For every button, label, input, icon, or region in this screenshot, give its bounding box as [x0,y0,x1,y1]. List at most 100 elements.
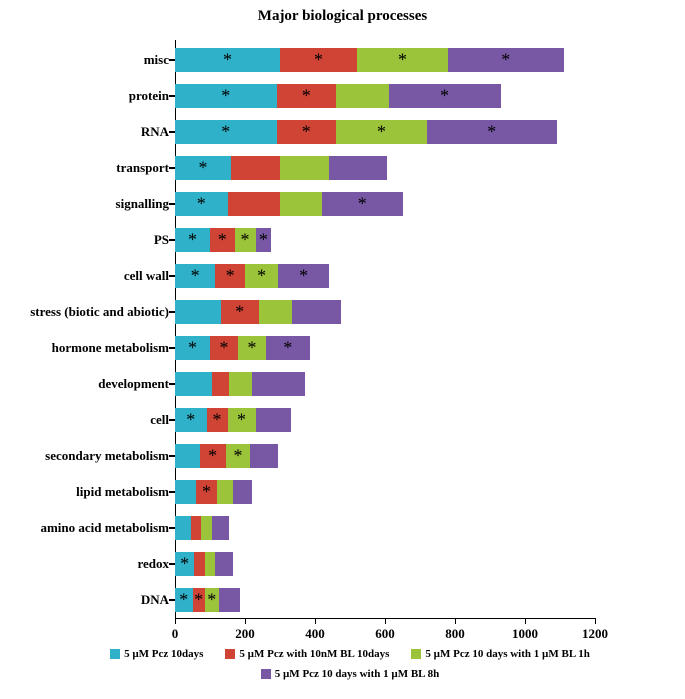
bar-segment [219,588,240,612]
category-label: hormone metabolism [52,340,175,356]
bar-segment: * [389,84,501,108]
bar-segment: * [277,120,337,144]
bar-segment [175,480,196,504]
legend-swatch [411,649,421,659]
y-tick [169,347,175,348]
bar-segment: * [200,444,226,468]
bar-row [175,372,305,396]
bar-segment: * [175,84,277,108]
bar-segment [194,552,205,576]
y-tick [169,527,175,528]
bar-segment: * [336,120,427,144]
bar-row: *** [175,84,501,108]
legend-item: 5 µM Pcz 10days [110,648,203,660]
category-label: amino acid metabolism [40,520,175,536]
bar-row: * * * * [175,336,310,360]
legend-item: 5 µM Pcz 10 days with 1 µM BL 8h [261,668,440,680]
bar-segment: * [256,228,272,252]
significance-star-icon: * [241,231,250,249]
bar-row: * [175,480,252,504]
y-tick [169,563,175,564]
legend-swatch [261,669,271,679]
bar-segment: * [357,48,448,72]
bar-row: * [175,156,387,180]
y-tick [169,599,175,600]
bar-segment: * [235,228,256,252]
x-tick [455,618,456,624]
bar-row: * * * * [175,228,271,252]
category-label: cell wall [124,268,175,284]
bar-segment: * [207,408,228,432]
bar-segment: * [175,552,194,576]
bar-segment: * [196,480,217,504]
bar-segment: * [205,588,219,612]
y-tick [169,311,175,312]
bar-segment [280,192,322,216]
bar-row: **** [175,48,564,72]
bar-segment: * [427,120,557,144]
bar-segment [233,480,252,504]
significance-star-icon: * [199,159,208,177]
significance-star-icon: * [398,51,407,69]
category-label: secondary metabolism [45,448,175,464]
significance-star-icon: * [188,231,197,249]
bar-segment [250,444,278,468]
bar-segment: * [175,336,210,360]
bar-segment: * [238,336,266,360]
bar-segment: * [175,588,193,612]
significance-star-icon: * [194,591,203,609]
significance-star-icon: * [234,447,243,465]
legend-item: 5 µM Pcz 10 days with 1 µM BL 1h [411,648,590,660]
bar-segment: * [278,264,329,288]
legend-item: 5 µM Pcz with 10nM BL 10days [225,648,389,660]
bar-segment [212,372,230,396]
x-tick-label: 600 [375,626,395,642]
bar-segment [259,300,292,324]
chart-title: Major biological processes [0,8,685,25]
y-tick [169,203,175,204]
category-label: signalling [116,196,175,212]
significance-star-icon: * [188,339,197,357]
bar-segment [292,300,341,324]
bar-segment: * [193,588,205,612]
significance-star-icon: * [248,339,257,357]
bar-segment [191,516,202,540]
bar-segment: * [210,228,235,252]
bar-segment [336,84,389,108]
bar-segment [215,552,233,576]
bar-segment [280,156,329,180]
significance-star-icon: * [213,411,222,429]
bar-segment: * [175,48,280,72]
legend-label: 5 µM Pcz 10 days with 1 µM BL 1h [425,648,590,660]
legend-label: 5 µM Pcz 10days [124,648,203,660]
legend-swatch [225,649,235,659]
bar-row: *** [175,408,291,432]
category-label: development [98,376,175,392]
significance-star-icon: * [202,483,211,501]
bar-segment: * [175,408,207,432]
y-tick [169,491,175,492]
significance-star-icon: * [302,123,311,141]
significance-star-icon: * [197,195,206,213]
bar-segment: * [210,336,238,360]
x-tick-label: 1200 [582,626,608,642]
y-tick [169,59,175,60]
significance-star-icon: * [220,339,229,357]
bar-segment [201,516,212,540]
bar-segment [175,516,191,540]
significance-star-icon: * [440,87,449,105]
bar-segment: * [266,336,310,360]
bar-segment: * [322,192,403,216]
significance-star-icon: * [218,231,227,249]
bar-segment [256,408,291,432]
bar-row: **** [175,264,329,288]
bar-segment: * [280,48,357,72]
bar-segment: * [226,444,251,468]
x-tick-label: 400 [305,626,325,642]
significance-star-icon: * [377,123,386,141]
bar-segment: * [277,84,337,108]
significance-star-icon: * [221,123,230,141]
legend: 5 µM Pcz 10days 5 µM Pcz with 10nM BL 10d… [40,648,660,680]
bar-segment [228,192,281,216]
significance-star-icon: * [180,555,189,573]
